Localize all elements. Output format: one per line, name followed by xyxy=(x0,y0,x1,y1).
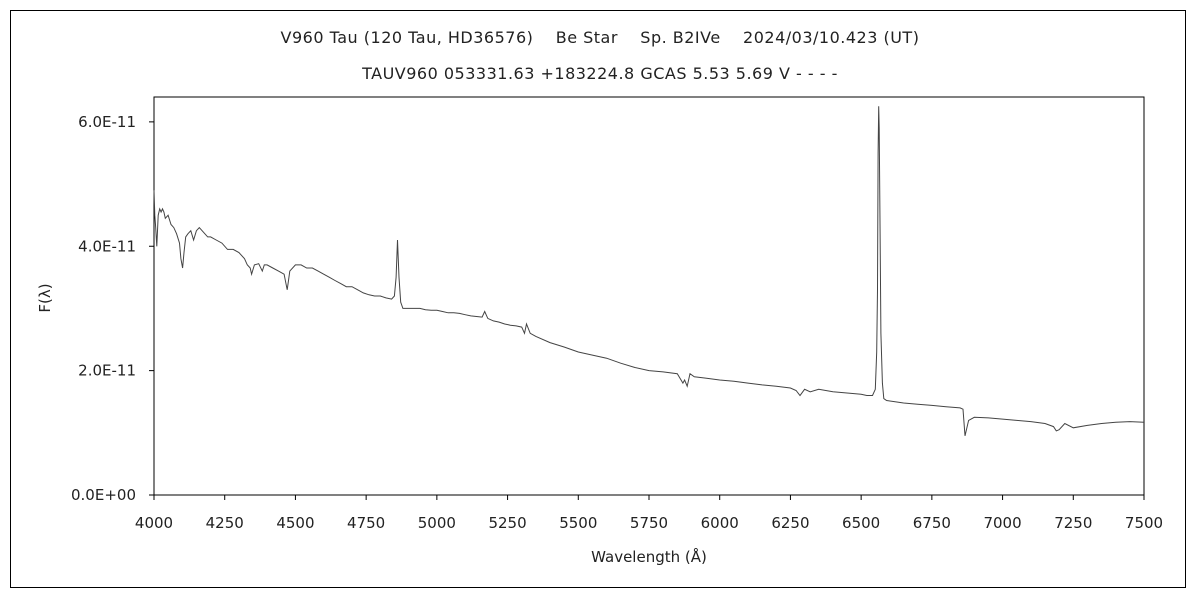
y-tick-label: 6.0E-11 xyxy=(78,113,136,131)
spectrum-line xyxy=(153,106,1145,437)
x-tick-label: 6500 xyxy=(842,514,880,532)
y-axis-label: F(λ) xyxy=(36,283,54,312)
y-axis: 0.0E+00 2.0E-11 4.0E-11 6.0E-11 xyxy=(71,113,154,504)
x-tick-label: 7000 xyxy=(983,514,1021,532)
x-tick-label: 4750 xyxy=(347,514,385,532)
y-tick-label: 4.0E-11 xyxy=(78,237,136,255)
x-tick-label: 6750 xyxy=(913,514,951,532)
x-tick-label: 6250 xyxy=(771,514,809,532)
x-tick-label: 7500 xyxy=(1125,514,1163,532)
x-axis: 4000 4250 4500 4750 5000 5250 5500 5750 6000 6250… xyxy=(135,495,1163,532)
y-tick-label: 0.0E+00 xyxy=(71,486,136,504)
x-tick-label: 5250 xyxy=(488,514,526,532)
x-tick-label: 6000 xyxy=(701,514,739,532)
plot-area xyxy=(153,96,1145,496)
x-tick-label: 5500 xyxy=(559,514,597,532)
x-tick-label: 4000 xyxy=(135,514,173,532)
x-tick-label: 4250 xyxy=(206,514,244,532)
x-tick-label: 7250 xyxy=(1054,514,1092,532)
chart-title: V960 Tau (120 Tau, HD36576) Be Star Sp. … xyxy=(280,28,920,47)
chart-frame xyxy=(10,10,1186,588)
y-tick-label: 2.0E-11 xyxy=(78,362,136,380)
x-tick-label: 5000 xyxy=(418,514,456,532)
x-tick-label: 4500 xyxy=(276,514,314,532)
x-axis-label: Wavelength (Å) xyxy=(591,547,707,566)
x-tick-label: 5750 xyxy=(630,514,668,532)
chart-subtitle: TAUV960 053331.63 +183224.8 GCAS 5.53 5.… xyxy=(362,64,838,83)
